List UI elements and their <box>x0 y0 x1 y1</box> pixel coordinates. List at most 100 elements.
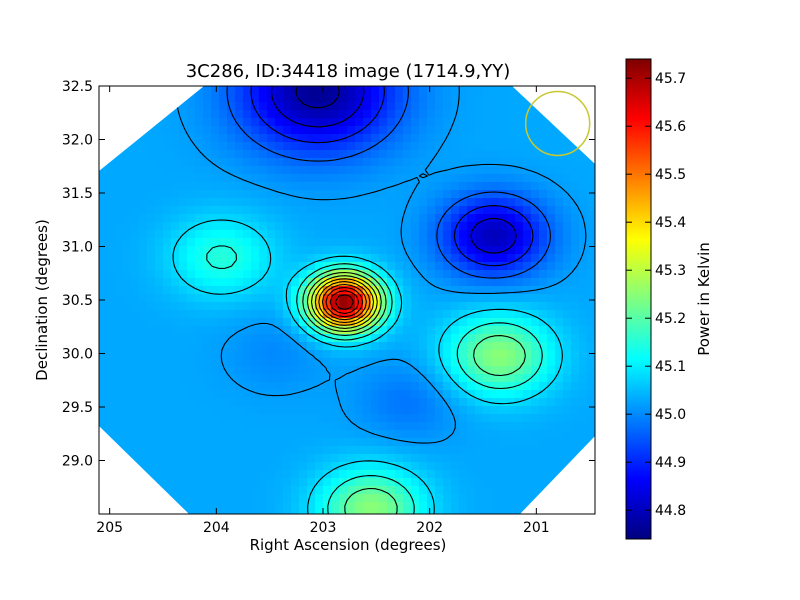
heatmap-cell <box>491 118 500 127</box>
heatmap-cell <box>459 222 468 231</box>
heatmap-cell <box>315 414 324 423</box>
heatmap-cell <box>443 102 452 111</box>
heatmap-cell <box>419 366 428 375</box>
heatmap-cell <box>219 246 228 255</box>
heatmap-cell <box>187 494 196 503</box>
heatmap-cell <box>315 230 324 239</box>
heatmap-cell <box>243 406 252 415</box>
heatmap-cell <box>211 118 220 127</box>
heatmap-cell <box>275 102 284 111</box>
heatmap-cell <box>483 366 492 375</box>
heatmap-cell <box>467 462 476 471</box>
heatmap-cell <box>451 246 460 255</box>
heatmap-cell <box>499 342 508 351</box>
heatmap-cell <box>211 166 220 175</box>
heatmap-cell <box>435 214 444 223</box>
heatmap-cell <box>235 398 244 407</box>
heatmap-cell <box>339 302 348 311</box>
heatmap-cell <box>427 118 436 127</box>
heatmap-cell <box>203 174 212 183</box>
heatmap-cell <box>451 334 460 343</box>
heatmap-cell <box>107 158 116 167</box>
heatmap-cell <box>195 86 204 95</box>
heatmap-cell <box>267 286 276 295</box>
heatmap-cell <box>187 230 196 239</box>
heatmap-cell <box>259 222 268 231</box>
heatmap-cell <box>339 262 348 271</box>
contour-line <box>250 86 534 267</box>
heatmap-cell <box>299 438 308 447</box>
heatmap-cell <box>211 150 220 159</box>
heatmap-cell <box>275 310 284 319</box>
heatmap-cell <box>307 198 316 207</box>
heatmap-cell <box>523 446 532 455</box>
heatmap-cell <box>267 206 276 215</box>
heatmap-cell <box>371 158 380 167</box>
heatmap-cell <box>323 94 332 103</box>
heatmap-cell <box>155 174 164 183</box>
heatmap-cell <box>451 206 460 215</box>
heatmap-cell <box>339 190 348 199</box>
heatmap-cell <box>499 134 508 143</box>
heatmap-cell <box>355 446 364 455</box>
heatmap-cell <box>379 222 388 231</box>
heatmap-cell <box>499 454 508 463</box>
heatmap-cell <box>275 254 284 263</box>
heatmap-cell <box>475 318 484 327</box>
heatmap-cell <box>459 230 468 239</box>
heatmap-cell <box>275 126 284 135</box>
heatmap-cell <box>251 142 260 151</box>
heatmap-cell <box>323 310 332 319</box>
heatmap-cell <box>355 478 364 487</box>
heatmap-cell <box>195 150 204 159</box>
heatmap-cell <box>163 350 172 359</box>
heatmap-cell <box>187 126 196 135</box>
heatmap-cell <box>499 318 508 327</box>
heatmap-cell <box>115 406 124 415</box>
heatmap-cell <box>187 438 196 447</box>
heatmap-cell <box>195 222 204 231</box>
heatmap-cell <box>179 390 188 399</box>
heatmap-cell <box>395 126 404 135</box>
heatmap-cell <box>555 206 564 215</box>
heatmap-cell <box>307 358 316 367</box>
heatmap-cell <box>331 286 340 295</box>
heatmap-cell <box>243 342 252 351</box>
heatmap-cell <box>579 278 588 287</box>
heatmap-cell <box>227 294 236 303</box>
heatmap-cell <box>123 350 132 359</box>
heatmap-cell <box>491 278 500 287</box>
heatmap-cell <box>571 166 580 175</box>
heatmap-cell <box>347 350 356 359</box>
heatmap-cell <box>547 398 556 407</box>
heatmap-cell <box>403 382 412 391</box>
heatmap-cell <box>219 374 228 383</box>
heatmap-cell <box>243 246 252 255</box>
heatmap-cell <box>155 222 164 231</box>
heatmap-cell <box>547 278 556 287</box>
heatmap-cell <box>155 254 164 263</box>
heatmap-cell <box>547 430 556 439</box>
heatmap-cell <box>339 414 348 423</box>
heatmap-cell <box>139 238 148 247</box>
heatmap-cell <box>547 446 556 455</box>
heatmap-cell <box>587 358 595 367</box>
heatmap-cell <box>547 454 556 463</box>
heatmap-cell <box>379 318 388 327</box>
heatmap-cell <box>115 294 124 303</box>
heatmap-cell <box>259 118 268 127</box>
heatmap-cell <box>147 206 156 215</box>
y-axis-ticks: 29.029.530.030.531.031.532.032.5 <box>62 79 595 470</box>
heatmap-cell <box>211 302 220 311</box>
heatmap-cell <box>283 462 292 471</box>
heatmap-cell <box>491 422 500 431</box>
heatmap-cell <box>163 334 172 343</box>
heatmap-cell <box>307 206 316 215</box>
heatmap-cell <box>539 198 548 207</box>
heatmap-cell <box>243 422 252 431</box>
heatmap-cell <box>259 302 268 311</box>
heatmap-cell <box>107 390 116 399</box>
heatmap-cell <box>307 126 316 135</box>
heatmap-cell <box>371 150 380 159</box>
heatmap-cell <box>227 406 236 415</box>
